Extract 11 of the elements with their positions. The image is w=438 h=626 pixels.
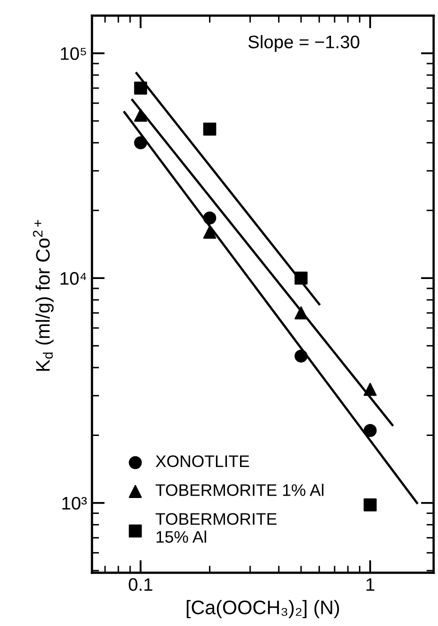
legend-label: XONOTLITE	[156, 455, 250, 468]
x-axis-title: [Ca(OOCH₃)₂] (N)	[186, 600, 339, 618]
annotation: Slope = −1.30	[248, 35, 360, 52]
legend-label: TOBERMORITE 15% Al	[156, 513, 277, 543]
x-tick-label: 1	[366, 578, 374, 591]
y-tick-label: 10⁵	[60, 47, 86, 60]
y-tick-label: 10⁴	[60, 272, 86, 285]
y-tick-label: 10³	[62, 496, 87, 510]
legend-label: TOBERMORITE 1% Al	[156, 484, 324, 496]
y-axis-title: K$_{d}$ (ml/g) for Co$^{2+}$	[32, 220, 54, 371]
x-tick-label: 0.1	[128, 578, 152, 591]
